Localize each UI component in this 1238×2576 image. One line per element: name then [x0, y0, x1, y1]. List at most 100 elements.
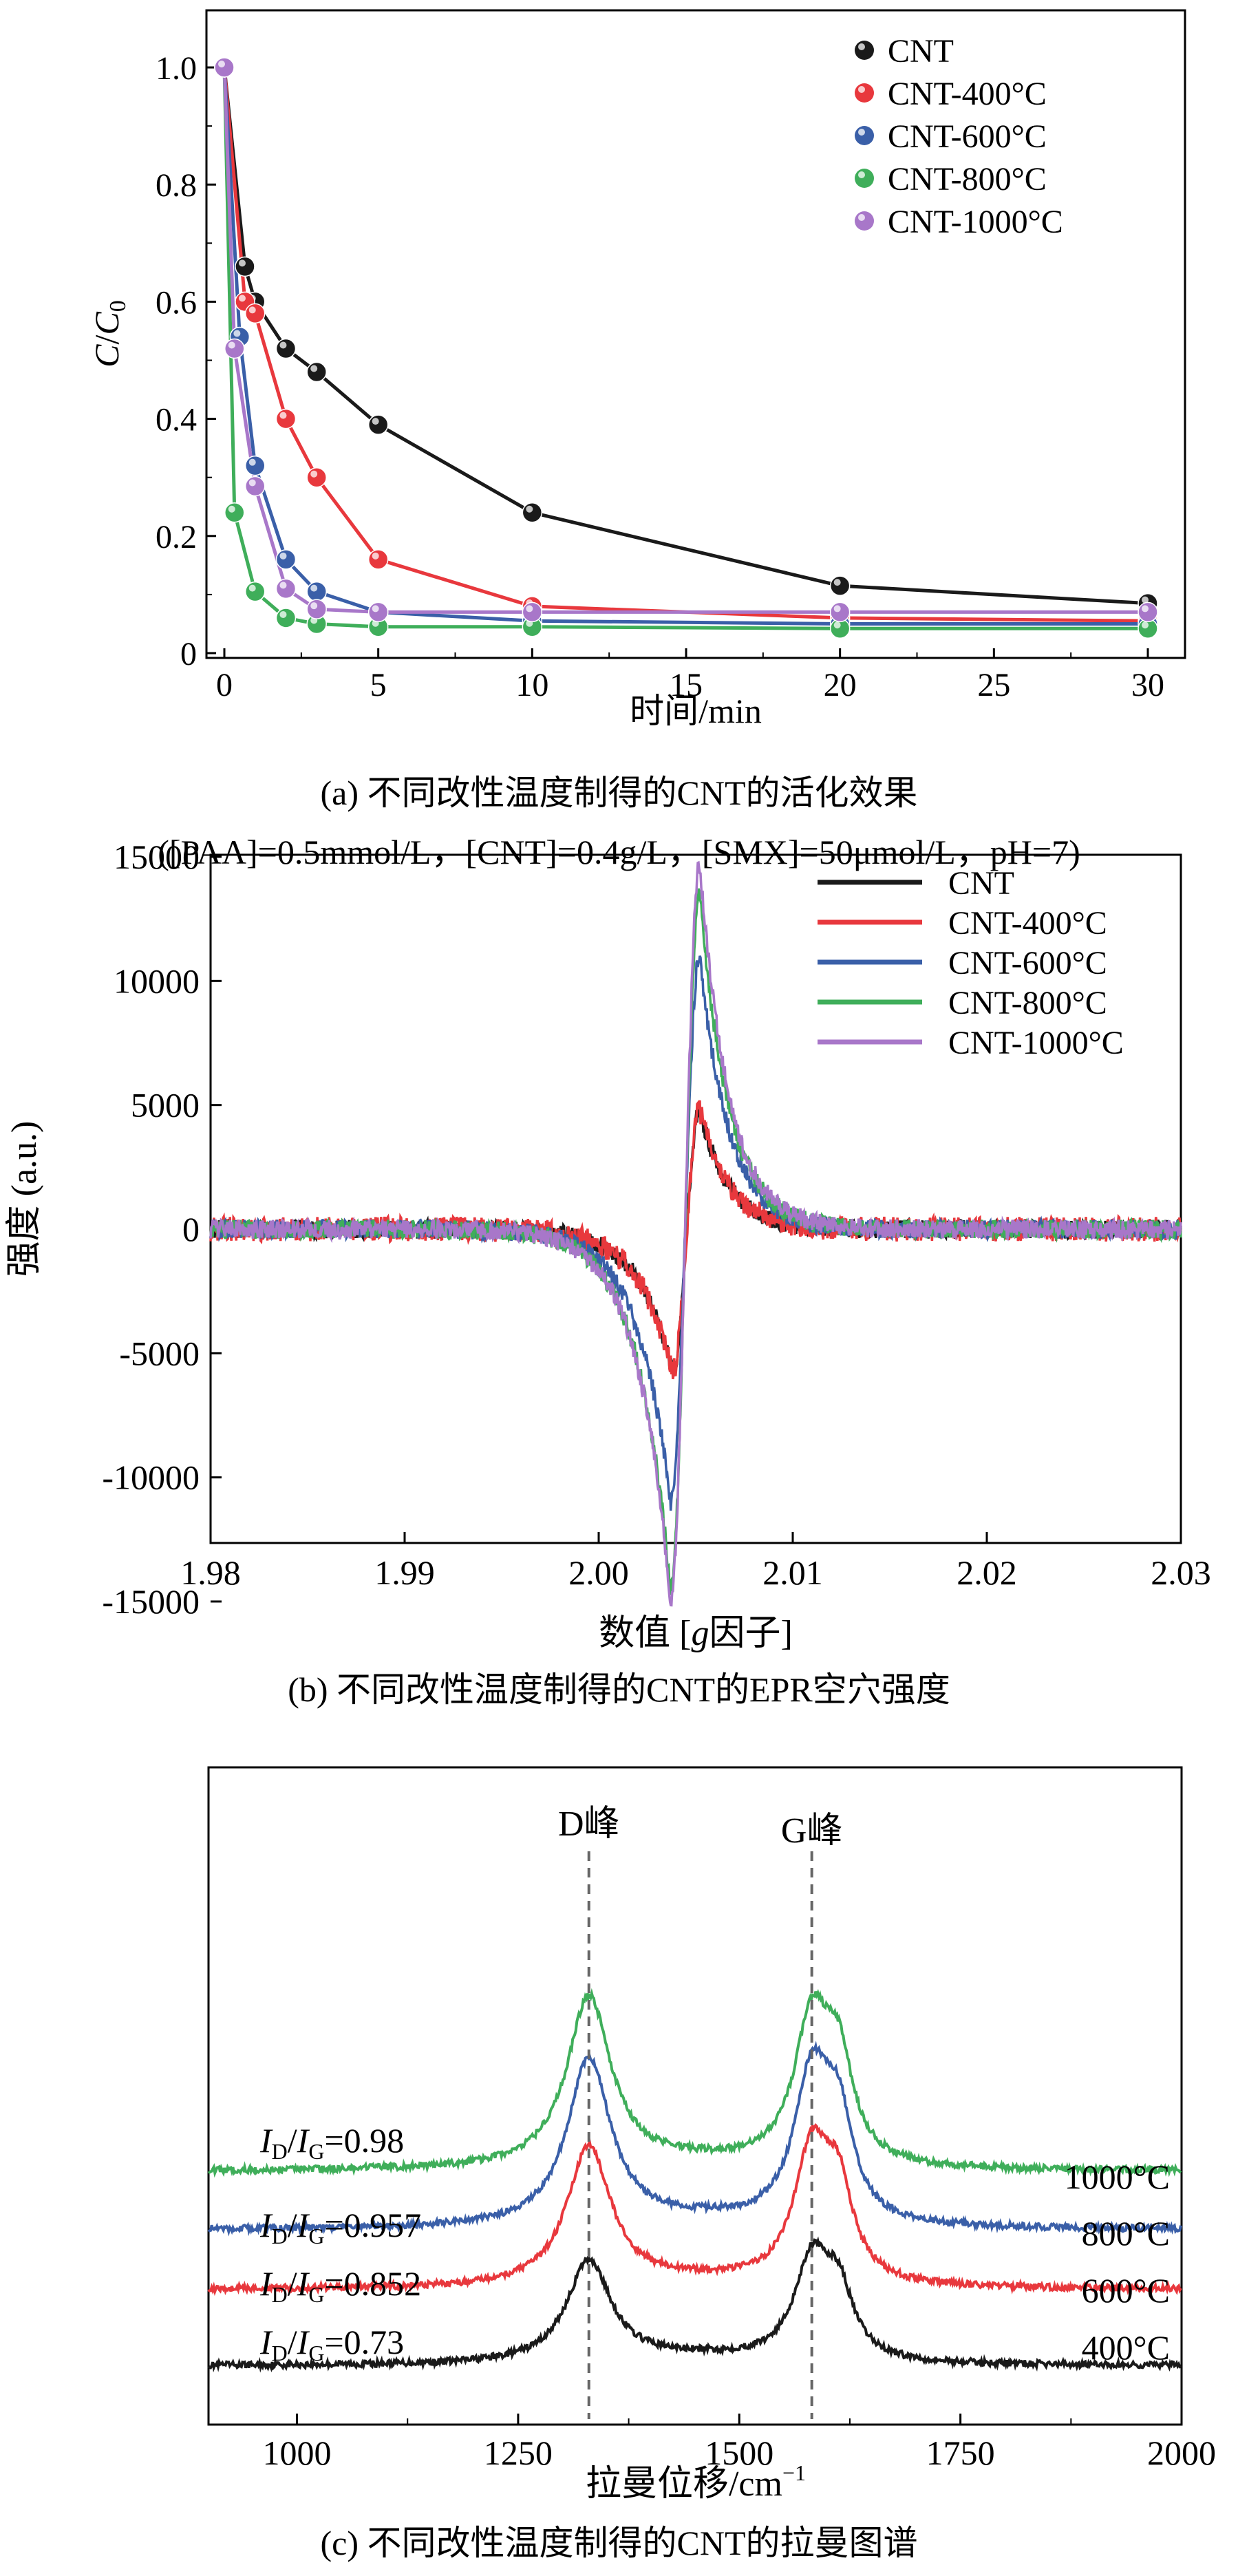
a-point-highlight — [372, 605, 379, 613]
a-point-highlight — [1142, 596, 1149, 604]
b-ytick-label: 10000 — [114, 961, 200, 1000]
a-data-point — [224, 338, 245, 359]
a-data-point — [275, 408, 297, 429]
a-point-highlight — [526, 505, 533, 513]
a-legend-label: CNT-400°C — [888, 76, 1047, 112]
a-ytick-label: 0 — [180, 636, 197, 672]
a-point-highlight — [372, 552, 379, 560]
b-ytick-label: -5000 — [119, 1334, 200, 1372]
chart-a: 0 5 10 15 20 25 30 0 0.2 0.4 0.6 0.8 1.0 CNT CNT-400… — [87, 9, 1186, 730]
a-data-point — [244, 303, 266, 324]
a-data-point — [306, 361, 327, 383]
chart-b-ylabel: 强度 (a.u.) — [5, 1121, 44, 1277]
a-point-highlight — [238, 295, 246, 302]
a-xtick-label: 25 — [977, 667, 1010, 703]
a-data-point — [829, 602, 851, 623]
b-xtick-label: 2.03 — [1151, 1553, 1211, 1592]
c-ratio-label: ID/IG=0.73 — [259, 2323, 404, 2365]
chart-c: 1000 1250 1500 1750 2000 D峰 G峰 ID/IG=0.73 400°C… — [207, 1766, 1216, 2504]
c-d-peak-label: D峰 — [558, 1805, 620, 1844]
a-data-point — [275, 608, 297, 628]
a-data-point — [367, 549, 389, 570]
c-temp-label: 800°C — [1082, 2214, 1170, 2253]
c-series-line — [207, 2236, 1182, 2373]
a-data-point — [522, 602, 543, 623]
a-data-point — [1138, 602, 1158, 623]
a-data-point — [214, 57, 235, 78]
a-data-point — [235, 256, 255, 277]
a-point-highlight — [1142, 605, 1149, 613]
b-xtick-label: 2.00 — [568, 1553, 629, 1592]
a-legend-marker-highlight — [858, 214, 865, 221]
a-data-point — [275, 578, 297, 599]
b-legend-label: CNT-800°C — [948, 985, 1107, 1021]
c-ratio-label: ID/IG=0.852 — [259, 2264, 421, 2307]
a-legend-marker-highlight — [858, 43, 865, 50]
c-series-line — [207, 2041, 1182, 2237]
a-data-point — [306, 581, 327, 602]
a-xtick-label: 15 — [670, 667, 703, 703]
a-data-point — [224, 502, 245, 523]
a-legend-marker — [855, 126, 874, 145]
b-ytick-label: -10000 — [102, 1458, 200, 1497]
a-data-point — [275, 338, 297, 359]
a-data-point — [367, 414, 389, 435]
a-point-highlight — [279, 582, 287, 589]
a-point-highlight — [310, 470, 318, 478]
a-legend-marker-highlight — [858, 86, 865, 93]
b-xtick-label: 2.01 — [762, 1553, 823, 1592]
b-ytick-label: 15000 — [114, 840, 200, 876]
c-ratio-label: ID/IG=0.98 — [259, 2121, 404, 2164]
a-point-highlight — [248, 458, 256, 466]
a-data-point — [306, 467, 327, 488]
a-ytick-label: 0.8 — [156, 167, 197, 204]
c-xtick-label: 1250 — [484, 2434, 553, 2472]
c-xtick-label: 1750 — [926, 2434, 995, 2472]
chart-a-ylabel: C/C0 — [87, 300, 131, 368]
c-g-peak-label: G峰 — [781, 1811, 843, 1851]
a-data-point — [244, 476, 266, 497]
a-data-point — [829, 575, 851, 596]
a-point-highlight — [1142, 621, 1149, 629]
b-legend-label: CNT-600°C — [948, 945, 1107, 981]
b-legend-label: CNT-1000°C — [948, 1025, 1124, 1061]
c-series-line — [207, 1988, 1182, 2178]
a-xtick-label: 0 — [216, 667, 233, 703]
a-point-highlight — [372, 418, 379, 425]
a-data-point — [367, 602, 389, 623]
a-point-highlight — [833, 579, 841, 586]
a-point-highlight — [833, 605, 841, 613]
a-legend-label: CNT-800°C — [888, 161, 1047, 198]
chart-c-xlabel: 拉曼位移/cm−1 — [586, 2460, 806, 2504]
c-ratio-label: ID/IG=0.957 — [259, 2206, 421, 2248]
a-legend-marker-highlight — [858, 171, 865, 178]
a-point-highlight — [238, 259, 246, 267]
b-ytick-label: 5000 — [131, 1086, 200, 1125]
a-point-highlight — [228, 341, 235, 349]
caption-a: (a) 不同改性温度制得的CNT的活化效果 — [320, 774, 918, 812]
a-data-point — [275, 549, 297, 570]
a-xtick-label: 30 — [1131, 667, 1164, 703]
chart-a-plot-frame — [205, 9, 1186, 659]
a-point-highlight — [279, 610, 287, 618]
b-ytick-label: 0 — [182, 1210, 200, 1248]
caption-c: (c) 不同改性温度制得的CNT的拉曼图谱 — [320, 2524, 918, 2562]
b-series-line — [209, 1103, 1182, 1376]
a-data-point — [522, 502, 543, 523]
c-temp-label: 600°C — [1082, 2271, 1170, 2310]
a-ytick-label: 1.0 — [156, 50, 197, 87]
b-xtick-label: 1.99 — [374, 1553, 435, 1592]
c-series-line — [207, 2121, 1182, 2297]
a-xtick-label: 20 — [824, 667, 857, 703]
a-ytick-label: 0.4 — [156, 402, 197, 438]
a-legend-marker — [855, 169, 874, 188]
caption-b: (b) 不同改性温度制得的CNT的EPR空穴强度 — [288, 1670, 950, 1709]
a-point-highlight — [248, 584, 256, 592]
chart-b-plot-frame — [209, 853, 1182, 1544]
a-legend-label: CNT-600°C — [888, 118, 1047, 155]
a-point-highlight — [310, 584, 318, 592]
a-legend-marker — [855, 41, 874, 60]
c-xtick-label: 1500 — [705, 2434, 773, 2472]
chart-c-plot-frame — [207, 1766, 1183, 2426]
a-ytick-label: 0.2 — [156, 519, 197, 555]
